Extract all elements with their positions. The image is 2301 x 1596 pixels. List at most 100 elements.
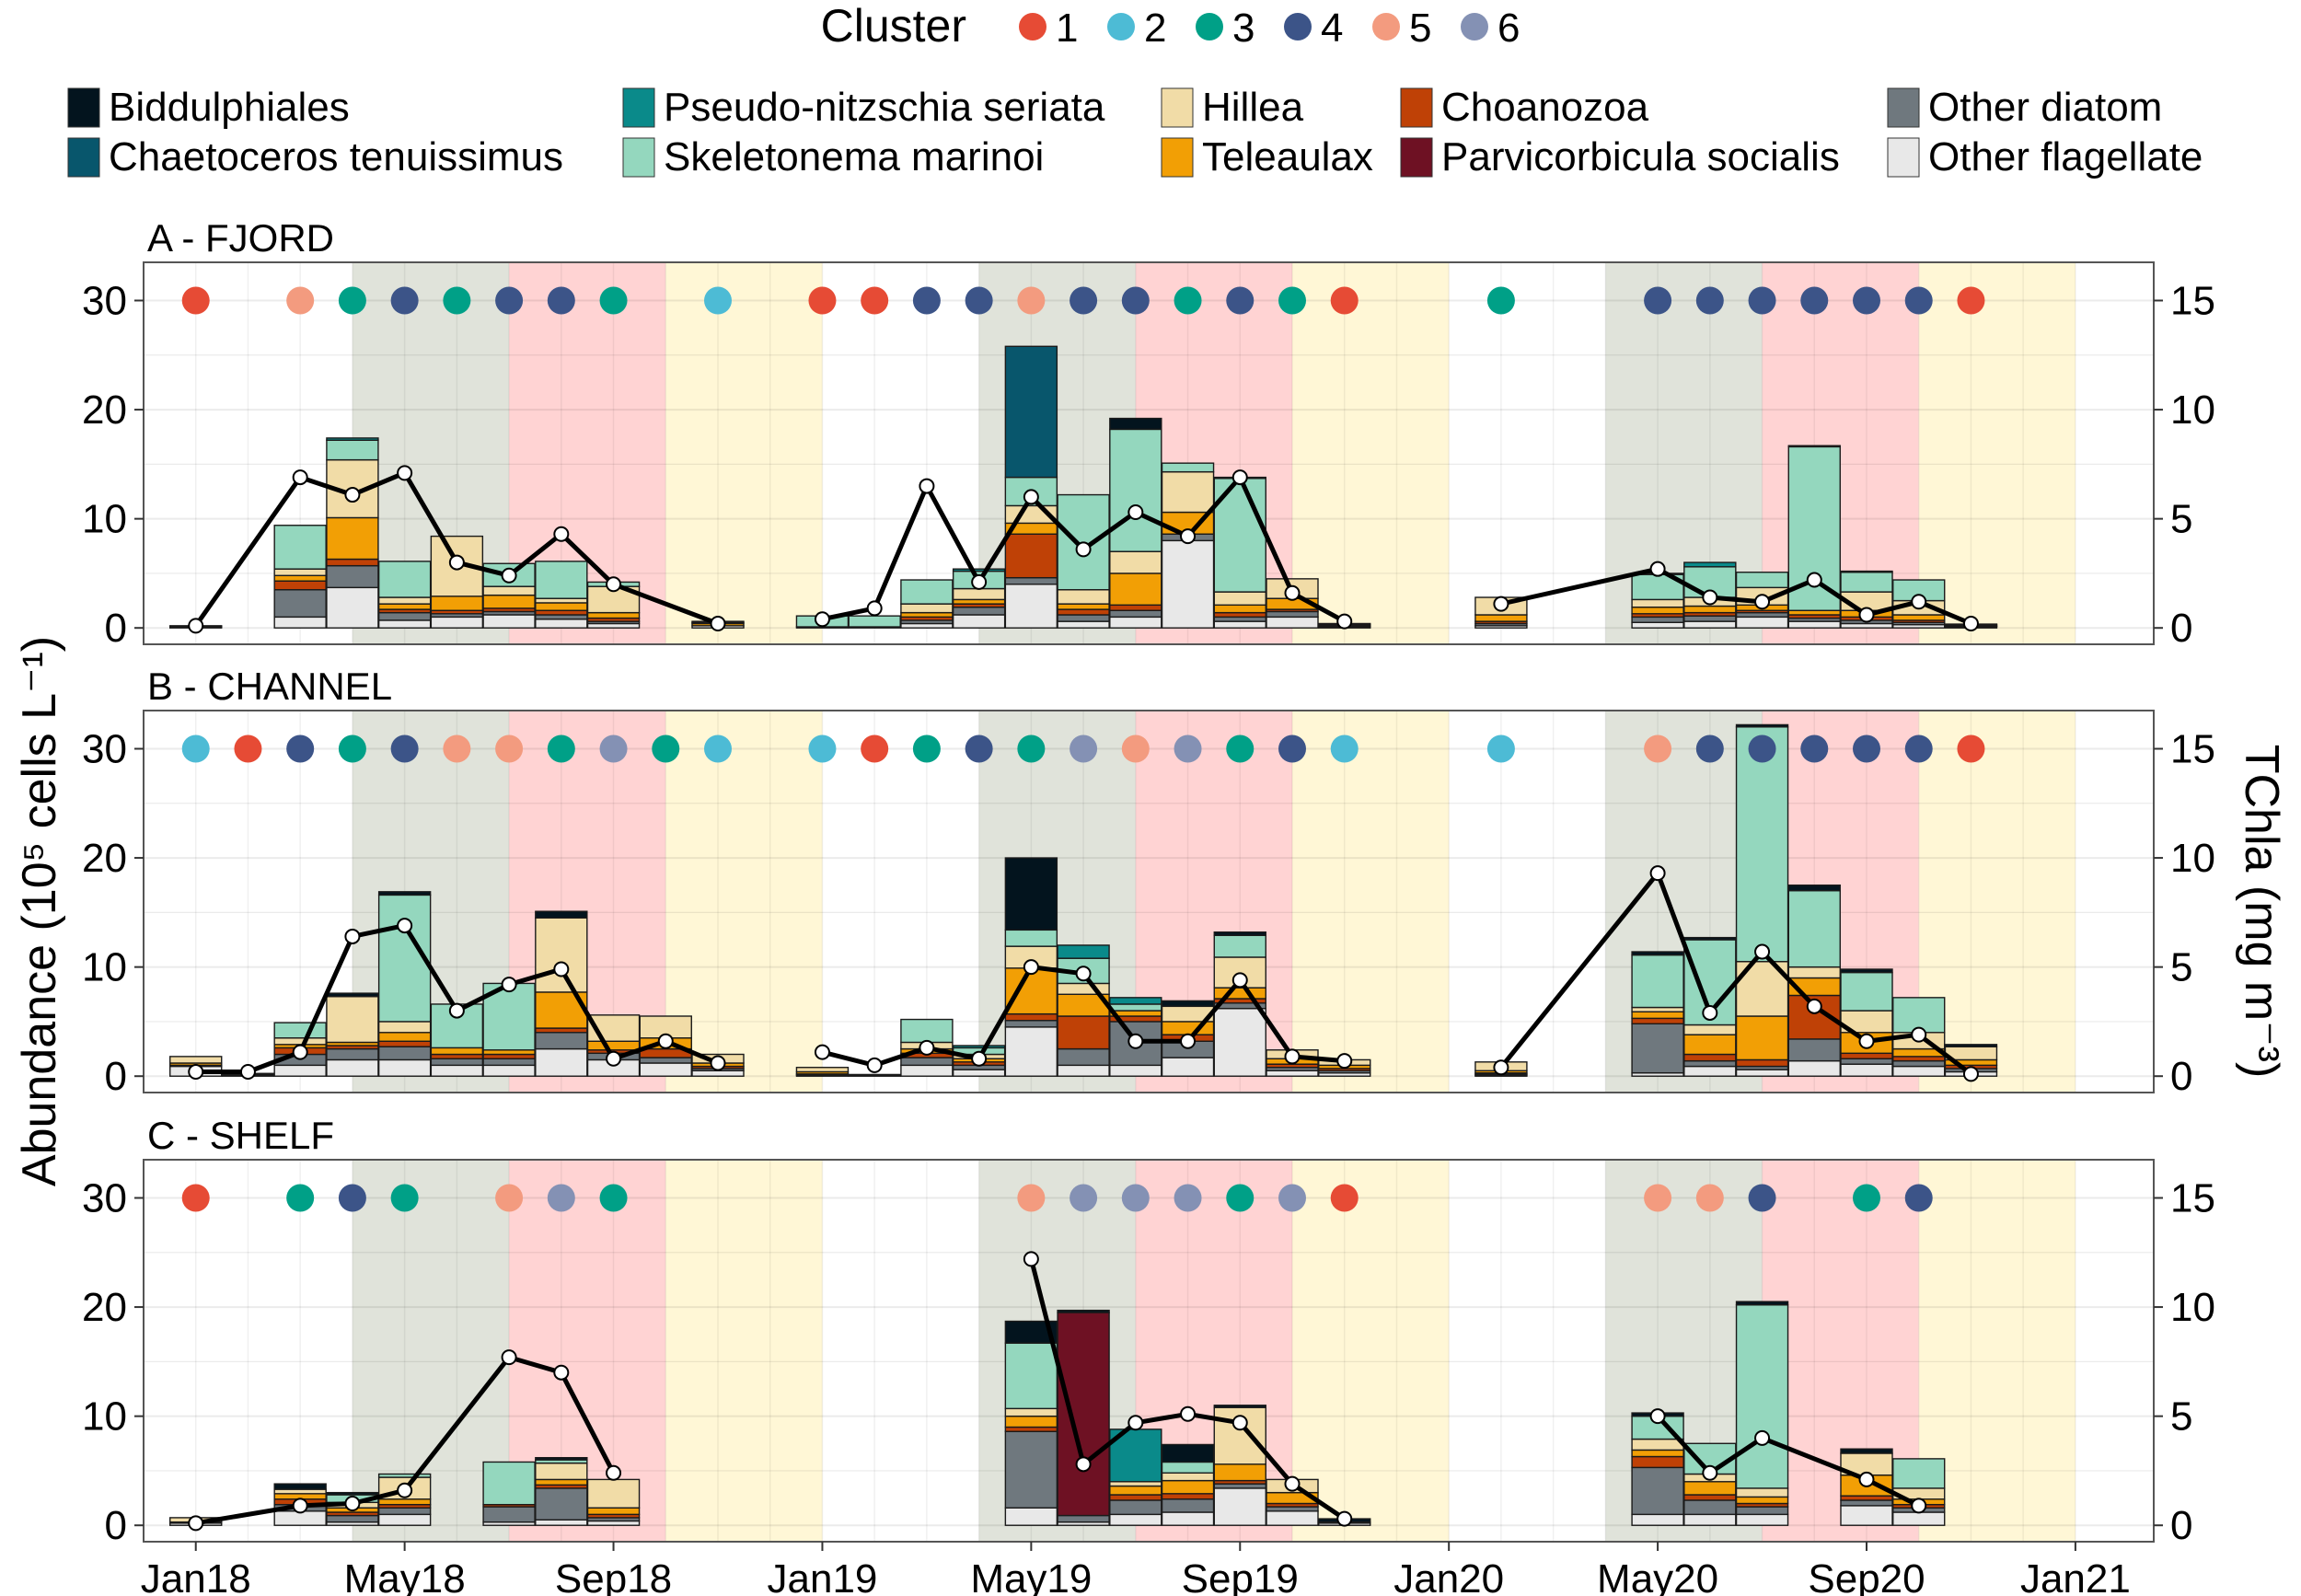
bar-stack: [1109, 1428, 1162, 1526]
bar-segment-cho: [535, 609, 588, 616]
cluster-point-3: [547, 734, 575, 763]
cluster-point-4: [1800, 734, 1829, 763]
bar-segment-otd: [1057, 1047, 1110, 1067]
bar-stack: [430, 535, 484, 629]
bar-stack: [1631, 572, 1684, 629]
bar-segment-tel: [377, 603, 432, 610]
panel-1: A - FJORD 0 10 20 30 0 5 10 15: [82, 216, 2215, 651]
bar-segment-tel: [586, 611, 641, 619]
tchla-point: [292, 469, 308, 486]
taxa-legend-label-otd: Other diatom: [1928, 85, 2162, 130]
cluster-point-2: [704, 734, 732, 763]
tchla-point: [448, 1002, 465, 1019]
taxa-legend-swatch-cha: [67, 137, 100, 178]
bar-segment-pse: [326, 437, 379, 441]
tchla-point: [1911, 594, 1927, 610]
bar-segment-otf: [952, 1069, 1006, 1077]
cluster-point-1: [181, 286, 210, 315]
bar-segment-otd: [1735, 1506, 1789, 1516]
bar-stack: [1057, 493, 1110, 629]
bar-segment-cho: [1683, 1494, 1737, 1501]
bar-segment-otf: [1787, 1059, 1841, 1077]
taxa-legend-item-bid: Biddulphiales: [67, 85, 350, 130]
bar-segment-tel: [430, 596, 484, 611]
bar-segment-hil: [1631, 1438, 1684, 1451]
bar-segment-tel: [1004, 1415, 1058, 1428]
bar-segment-bid: [1161, 1443, 1215, 1463]
taxa-legend-label-par: Parvicorbicula socialis: [1441, 134, 1840, 179]
cluster-point-4: [1904, 734, 1933, 763]
bar-segment-tel: [952, 598, 1006, 605]
tchla-point: [1858, 1033, 1875, 1049]
bar-segment-hil: [273, 1488, 327, 1495]
bar-segment-ske: [1735, 572, 1789, 589]
bar-segment-bid: [1683, 936, 1737, 941]
tchla-point: [1962, 615, 1979, 631]
panel-3: C - SHELF 0 10 20 30 0 5 10 15: [82, 1114, 2215, 1548]
bar-segment-hil: [482, 585, 536, 596]
bar-segment-hil: [1683, 1024, 1737, 1035]
bar-segment-otd: [1631, 1466, 1684, 1516]
bar-stack: [1892, 1458, 1946, 1526]
bar-stack: [1004, 345, 1058, 629]
tchla-point: [814, 611, 830, 628]
bar-segment-ske: [377, 561, 432, 598]
bar-stack: [535, 561, 588, 629]
cluster-point-5: [1017, 286, 1046, 315]
bar-segment-otd: [1892, 1059, 1946, 1068]
bar-stack: [482, 1461, 536, 1526]
bar-segment-hil: [535, 917, 588, 993]
bar-segment-otf: [1057, 620, 1110, 629]
cluster-point-4: [965, 286, 993, 315]
bar-stack: [1631, 951, 1684, 1077]
tchla-point: [1284, 1475, 1301, 1492]
bar-segment-bid: [326, 992, 379, 998]
cluster-legend-dot-6: [1461, 13, 1488, 40]
y-tick-label: 20: [82, 1285, 127, 1330]
bar-segment-tel: [1735, 1496, 1789, 1505]
tchla-point: [1180, 1405, 1197, 1422]
cluster-legend-item-1: 1: [1019, 6, 1078, 51]
bar-stack: [848, 615, 901, 629]
cluster-point-3: [599, 1184, 628, 1212]
bar-segment-tel: [900, 611, 954, 619]
bar-segment-otd: [1735, 611, 1789, 619]
bar-segment-ske: [1004, 929, 1058, 947]
bar-segment-cho: [1004, 533, 1058, 579]
bar-segment-otf: [326, 1058, 379, 1077]
bar-segment-otf: [273, 1064, 327, 1077]
bar-segment-otd: [1631, 616, 1684, 623]
bar-segment-otd: [482, 1506, 536, 1523]
bar-segment-hil: [377, 1021, 432, 1034]
cluster-point-3: [338, 286, 366, 315]
cluster-point-1: [861, 734, 889, 763]
cluster-point-4: [1853, 734, 1880, 763]
bar-segment-tel: [535, 602, 588, 611]
bar-stack: [535, 1456, 588, 1526]
bar-segment-hil: [586, 1478, 641, 1509]
tchla-point: [1284, 1048, 1301, 1065]
bar-segment-cho: [1109, 604, 1162, 611]
cluster-point-1: [234, 734, 262, 763]
bar-segment-otf: [535, 1519, 588, 1526]
tchla-point: [292, 1498, 308, 1514]
x-tick-label: May19: [970, 1556, 1092, 1596]
bar-stack: [900, 579, 954, 629]
bar-stack: [1004, 857, 1058, 1077]
bar-segment-tel: [586, 1507, 641, 1516]
cluster-point-1: [808, 286, 837, 315]
bar-segment-otf: [1266, 616, 1319, 629]
cluster-point-4: [547, 286, 575, 315]
bar-segment-pse: [1057, 944, 1110, 959]
taxa-legend-swatch-cho: [1400, 87, 1433, 128]
y2-tick-label: 15: [2170, 1176, 2215, 1221]
cluster-point-4: [286, 734, 315, 763]
taxa-legend-swatch-par: [1400, 137, 1433, 178]
y2-tick-label: 5: [2170, 945, 2192, 990]
bar-segment-otd: [535, 1487, 588, 1521]
tchla-point: [710, 1055, 726, 1071]
bar-segment-hil: [273, 568, 327, 577]
x-tick-label: May20: [1597, 1556, 1718, 1596]
bar-segment-otd: [482, 1058, 536, 1067]
season-band: [1292, 1160, 1450, 1542]
